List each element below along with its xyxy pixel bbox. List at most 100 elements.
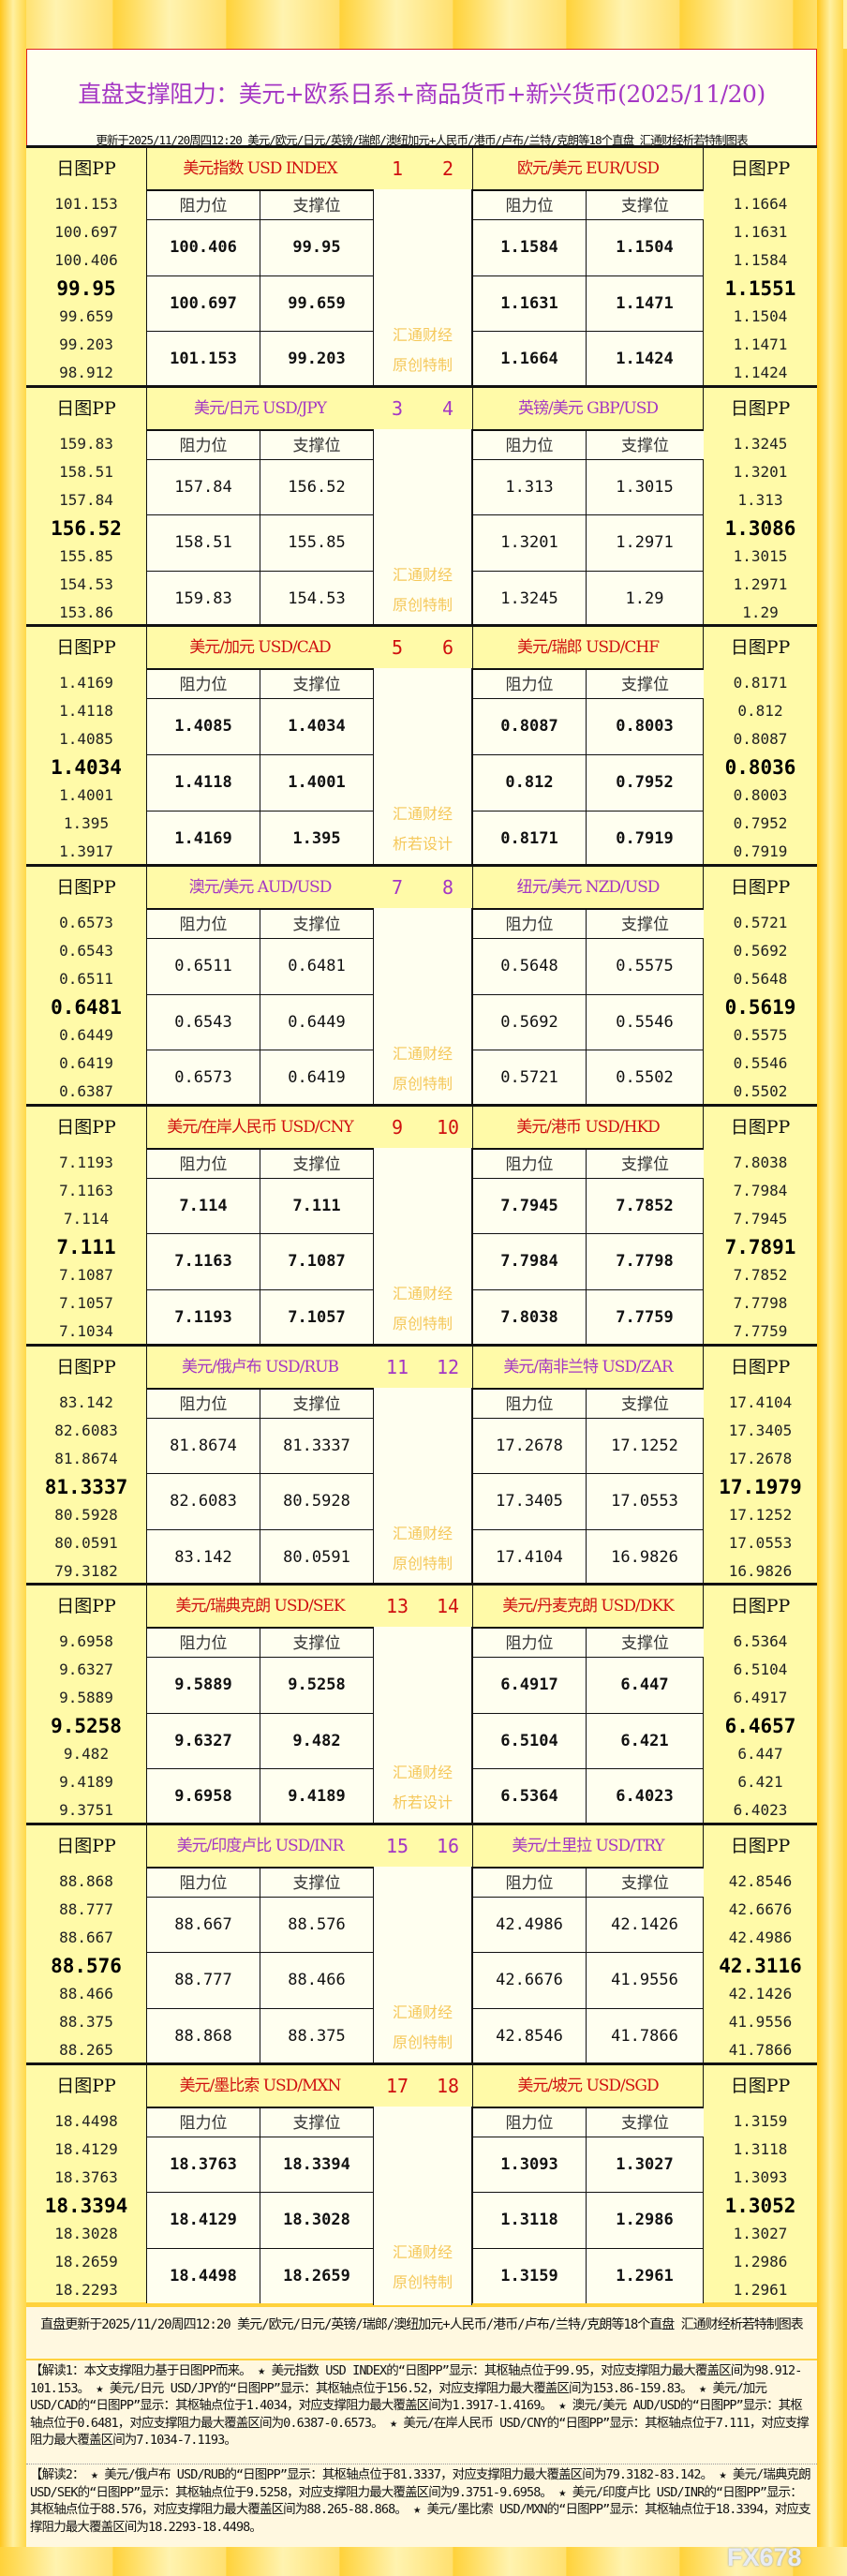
resistance-value: 88.667 bbox=[146, 1896, 260, 1953]
pp-level: 80.5928 bbox=[54, 1505, 118, 1524]
pair-name: 美元/土里拉 USD/TRY bbox=[472, 1824, 704, 1867]
pp-level: 159.83 bbox=[59, 434, 113, 453]
watermark-text: 原创特制 bbox=[392, 1554, 453, 1572]
resistance-value: 0.5721 bbox=[472, 1050, 586, 1106]
pp-header: 日图PP bbox=[56, 1596, 116, 1617]
pair-block: 日图PP 7.1193 7.1163 7.114 7.111 7.1087 7.1057 7.… bbox=[26, 1103, 817, 1347]
support-value: 17.1252 bbox=[586, 1417, 704, 1474]
middle-column bbox=[373, 1866, 472, 2065]
pp-level: 9.3751 bbox=[59, 1801, 113, 1820]
pp-level: 42.6676 bbox=[728, 1899, 793, 1918]
pp-level: 99.659 bbox=[59, 307, 113, 325]
pp-level: 17.4104 bbox=[728, 1392, 793, 1411]
middle-column bbox=[373, 189, 472, 388]
support-value: 80.5928 bbox=[260, 1473, 373, 1529]
resistance-value: 82.6083 bbox=[146, 1473, 260, 1529]
resistance-value: 7.1193 bbox=[146, 1288, 260, 1346]
pp-level: 0.6573 bbox=[59, 914, 113, 932]
support-header: 支撑位 bbox=[260, 908, 373, 939]
pp-level: 1.1664 bbox=[733, 195, 788, 213]
pp-level: 7.1057 bbox=[59, 1293, 113, 1312]
pivot-value: 1.4034 bbox=[51, 756, 122, 780]
pp-level: 1.2986 bbox=[733, 2252, 788, 2271]
pp-level: 41.7866 bbox=[728, 2040, 793, 2059]
pair-name: 美元/南非兰特 USD/ZAR bbox=[472, 1346, 704, 1388]
pivot-value: 0.5619 bbox=[724, 996, 796, 1020]
resistance-value: 1.1664 bbox=[472, 331, 586, 387]
support-value: 81.3337 bbox=[260, 1417, 373, 1474]
support-value: 99.203 bbox=[260, 331, 373, 387]
pivot-value: 0.8036 bbox=[724, 756, 796, 780]
pair-number: 3 bbox=[391, 396, 404, 420]
pp-level: 17.3405 bbox=[728, 1421, 793, 1439]
resistance-value: 88.777 bbox=[146, 1952, 260, 2009]
support-value: 80.0591 bbox=[260, 1528, 373, 1586]
resistance-value: 7.114 bbox=[146, 1177, 260, 1234]
pp-level: 157.84 bbox=[59, 490, 113, 509]
support-value: 0.6481 bbox=[260, 938, 373, 994]
pp-level: 1.3027 bbox=[733, 2224, 788, 2242]
pp-level: 79.3182 bbox=[54, 1561, 118, 1580]
resistance-value: 100.697 bbox=[146, 275, 260, 332]
pp-header: 日图PP bbox=[56, 397, 116, 419]
pair-block: 日图PP 88.868 88.777 88.667 88.576 88.466 88.375… bbox=[26, 1822, 817, 2065]
pivot-value: 17.1979 bbox=[719, 1475, 802, 1498]
resistance-value: 1.1584 bbox=[472, 219, 586, 275]
support-value: 1.4001 bbox=[260, 753, 373, 811]
pp-header: 日图PP bbox=[730, 1596, 791, 1617]
pivot-value: 156.52 bbox=[51, 516, 122, 540]
pp-level: 153.86 bbox=[59, 603, 113, 621]
pp-level: 42.8546 bbox=[728, 1871, 793, 1890]
support-value: 1.1424 bbox=[586, 331, 704, 387]
support-value: 41.7866 bbox=[586, 2008, 704, 2064]
resistance-value: 17.4104 bbox=[472, 1528, 586, 1586]
resistance-value: 42.8546 bbox=[472, 2008, 586, 2064]
pp-level: 0.8171 bbox=[733, 674, 788, 692]
pair-block: 日图PP 83.142 82.6083 81.8674 81.3337 80.5928 80… bbox=[26, 1343, 817, 1586]
middle-column bbox=[373, 1627, 472, 1826]
resistance-value: 18.4129 bbox=[146, 2192, 260, 2248]
pair-name: 美元/港币 USD/HKD bbox=[472, 1106, 704, 1148]
pp-level: 1.2971 bbox=[733, 574, 788, 593]
support-value: 18.2659 bbox=[260, 2247, 373, 2304]
resistance-value: 81.8674 bbox=[146, 1417, 260, 1474]
resistance-value: 0.5692 bbox=[472, 993, 586, 1050]
pp-level: 0.6449 bbox=[59, 1026, 113, 1045]
middle-column bbox=[373, 908, 472, 1108]
pair-name: 美元/瑞郎 USD/CHF bbox=[472, 627, 704, 669]
pair-name: 美元/丹麦克朗 USD/DKK bbox=[472, 1586, 704, 1628]
resistance-value: 7.8038 bbox=[472, 1288, 586, 1346]
pp-level: 17.2678 bbox=[728, 1449, 793, 1467]
pp-level: 6.421 bbox=[737, 1773, 783, 1792]
support-value: 7.7759 bbox=[586, 1288, 704, 1346]
pp-level: 1.3015 bbox=[733, 546, 788, 565]
pp-level: 0.7952 bbox=[733, 814, 788, 833]
support-value: 156.52 bbox=[260, 458, 373, 515]
resistance-header: 阻力位 bbox=[146, 908, 260, 939]
pp-level: 99.203 bbox=[59, 335, 113, 353]
pair-number: 17 bbox=[385, 2074, 409, 2097]
resistance-value: 1.3201 bbox=[472, 514, 586, 571]
pair-number: 14 bbox=[436, 1595, 460, 1618]
pp-level: 1.1584 bbox=[733, 251, 788, 269]
pair-number: 13 bbox=[385, 1595, 409, 1618]
watermark-text: 汇通财经 bbox=[392, 2242, 453, 2261]
pp-level: 17.1252 bbox=[728, 1505, 793, 1524]
resistance-value: 42.4986 bbox=[472, 1896, 586, 1953]
pp-level: 100.406 bbox=[54, 251, 118, 269]
pair-number: 6 bbox=[441, 636, 454, 660]
resistance-header: 阻力位 bbox=[146, 1866, 260, 1897]
watermark-text: 汇通财经 bbox=[392, 1524, 453, 1542]
pp-level: 7.8038 bbox=[733, 1153, 788, 1171]
pair-number: 5 bbox=[391, 636, 404, 660]
pp-level: 9.5889 bbox=[59, 1689, 113, 1707]
resistance-value: 18.3763 bbox=[146, 2136, 260, 2193]
support-value: 0.5502 bbox=[586, 1050, 704, 1106]
pair-block: 日图PP 18.4498 18.4129 18.3763 18.3394 18.3028 1… bbox=[26, 2062, 817, 2305]
pivot-value: 6.4657 bbox=[724, 1715, 796, 1738]
resistance-value: 18.4498 bbox=[146, 2247, 260, 2304]
pp-level: 41.9556 bbox=[728, 2012, 793, 2031]
pp-level: 88.777 bbox=[59, 1899, 113, 1918]
support-header: 支撑位 bbox=[260, 2106, 373, 2137]
pivot-value: 1.3052 bbox=[724, 2194, 796, 2217]
